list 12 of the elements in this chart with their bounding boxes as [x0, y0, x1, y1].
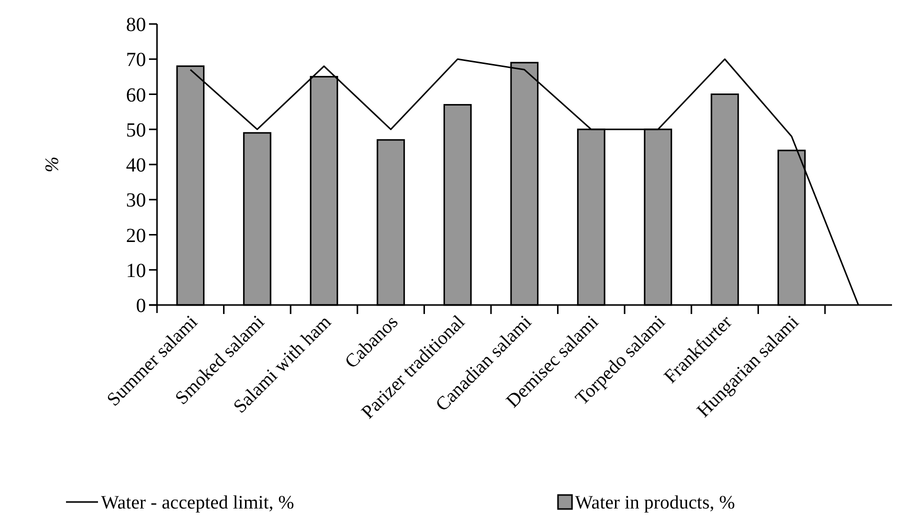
legend-label: Water - accepted limit, %: [101, 492, 294, 514]
y-tick-label: 60: [126, 84, 146, 106]
y-axis-title: %: [42, 156, 63, 172]
y-tick-label: 0: [136, 295, 146, 317]
y-tick-label: 50: [126, 119, 146, 142]
y-tick-label: 30: [126, 190, 146, 212]
y-tick-label: 10: [126, 260, 146, 282]
y-tick-label: 70: [126, 49, 146, 72]
y-tick-label: 20: [126, 224, 146, 247]
y-tick-label: 40: [126, 154, 146, 176]
legend-label: Water in products, %: [575, 492, 736, 514]
y-tick-label: 80: [126, 14, 146, 36]
